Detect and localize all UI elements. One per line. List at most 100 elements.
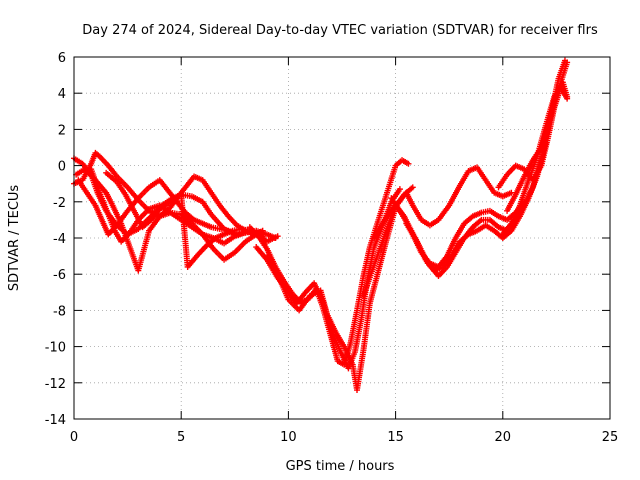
data-point <box>262 244 269 251</box>
data-point <box>493 212 500 219</box>
data-point <box>442 265 449 272</box>
data-point <box>336 345 343 352</box>
data-point <box>98 215 105 222</box>
y-tick-label: -6 <box>53 268 66 283</box>
data-point <box>125 231 132 238</box>
data-point <box>112 177 119 184</box>
data-point <box>144 185 151 192</box>
data-point <box>403 159 410 166</box>
data-point <box>155 207 162 214</box>
data-point <box>340 341 347 348</box>
data-point <box>240 240 247 247</box>
data-point <box>537 146 544 153</box>
data-point <box>472 165 479 172</box>
data-point <box>284 294 291 301</box>
data-point <box>82 187 89 194</box>
data-point <box>165 200 172 207</box>
data-point <box>219 232 226 239</box>
data-point <box>374 218 381 225</box>
data-point <box>524 179 531 186</box>
data-point <box>417 215 424 222</box>
data-point <box>546 117 553 124</box>
data-point <box>301 290 308 297</box>
data-point <box>506 190 513 197</box>
data-point <box>103 161 110 168</box>
data-point <box>323 309 330 316</box>
data-point <box>544 137 551 144</box>
axis-ticks <box>73 56 611 420</box>
data-point <box>224 211 231 218</box>
data-point <box>121 189 128 196</box>
data-point <box>476 218 483 225</box>
data-point <box>346 341 353 348</box>
y-tick-label: -10 <box>45 341 66 356</box>
data-point <box>133 226 140 233</box>
data-point <box>181 185 188 192</box>
data-point <box>451 236 458 243</box>
data-point <box>187 222 194 229</box>
data-point <box>112 223 119 230</box>
x-axis-label: GPS time / hours <box>286 459 395 474</box>
y-tick-label: -14 <box>45 413 66 428</box>
chart-title: Day 274 of 2024, Sidereal Day-to-day VTE… <box>82 23 598 38</box>
data-point <box>244 227 251 234</box>
data-point <box>176 215 183 222</box>
data-point <box>366 302 373 309</box>
data-point <box>507 222 514 229</box>
data-point <box>561 59 568 66</box>
x-tick-label: 5 <box>177 430 185 445</box>
data-point <box>481 175 488 182</box>
data-point <box>460 236 467 243</box>
data-point <box>563 91 570 98</box>
data-point <box>165 208 172 215</box>
data-point <box>164 186 171 193</box>
data-point <box>197 219 204 226</box>
x-tick-label: 0 <box>70 430 78 445</box>
data-point <box>460 222 467 229</box>
data-point <box>96 187 103 194</box>
y-tick-label: -4 <box>53 232 66 247</box>
y-tick-label: 0 <box>58 160 66 175</box>
x-tick-label: 10 <box>280 430 297 445</box>
y-tick-label: -8 <box>53 304 66 319</box>
data-point <box>186 193 193 200</box>
data-point <box>348 359 355 366</box>
data-point <box>353 309 360 316</box>
data-point <box>528 158 535 165</box>
data-point <box>455 184 462 191</box>
series-9 <box>263 184 416 394</box>
data-point <box>214 225 221 232</box>
y-axis-label: SDTVAR / TECUs <box>7 185 22 292</box>
data-point <box>189 215 196 222</box>
y-tick-label: -12 <box>45 377 66 392</box>
y-tick-label: 6 <box>58 51 66 66</box>
data-point <box>145 229 152 236</box>
data-point <box>395 206 402 213</box>
data-point <box>451 251 458 258</box>
data-point <box>391 164 398 171</box>
data-point <box>357 318 364 325</box>
data-point <box>95 152 102 159</box>
data-point <box>520 175 527 182</box>
data-point <box>412 236 419 243</box>
data-point <box>197 197 204 204</box>
y-tick-labels: -14 -12 -10 -8 -6 -4 -2 0 2 4 6 <box>45 51 66 428</box>
data-point <box>206 209 213 216</box>
data-point <box>472 228 479 235</box>
series-4 <box>88 166 249 247</box>
data-point <box>327 332 334 339</box>
data-point <box>476 210 483 217</box>
data-point <box>202 243 209 250</box>
y-tick-label: 4 <box>58 87 66 102</box>
data-point <box>489 226 496 233</box>
data-point <box>206 223 213 230</box>
data-point <box>516 204 523 211</box>
data-point <box>101 188 108 195</box>
data-point <box>528 186 535 193</box>
data-point <box>104 209 111 216</box>
series-3 <box>73 166 266 274</box>
data-point <box>123 209 130 216</box>
data-point <box>206 187 213 194</box>
